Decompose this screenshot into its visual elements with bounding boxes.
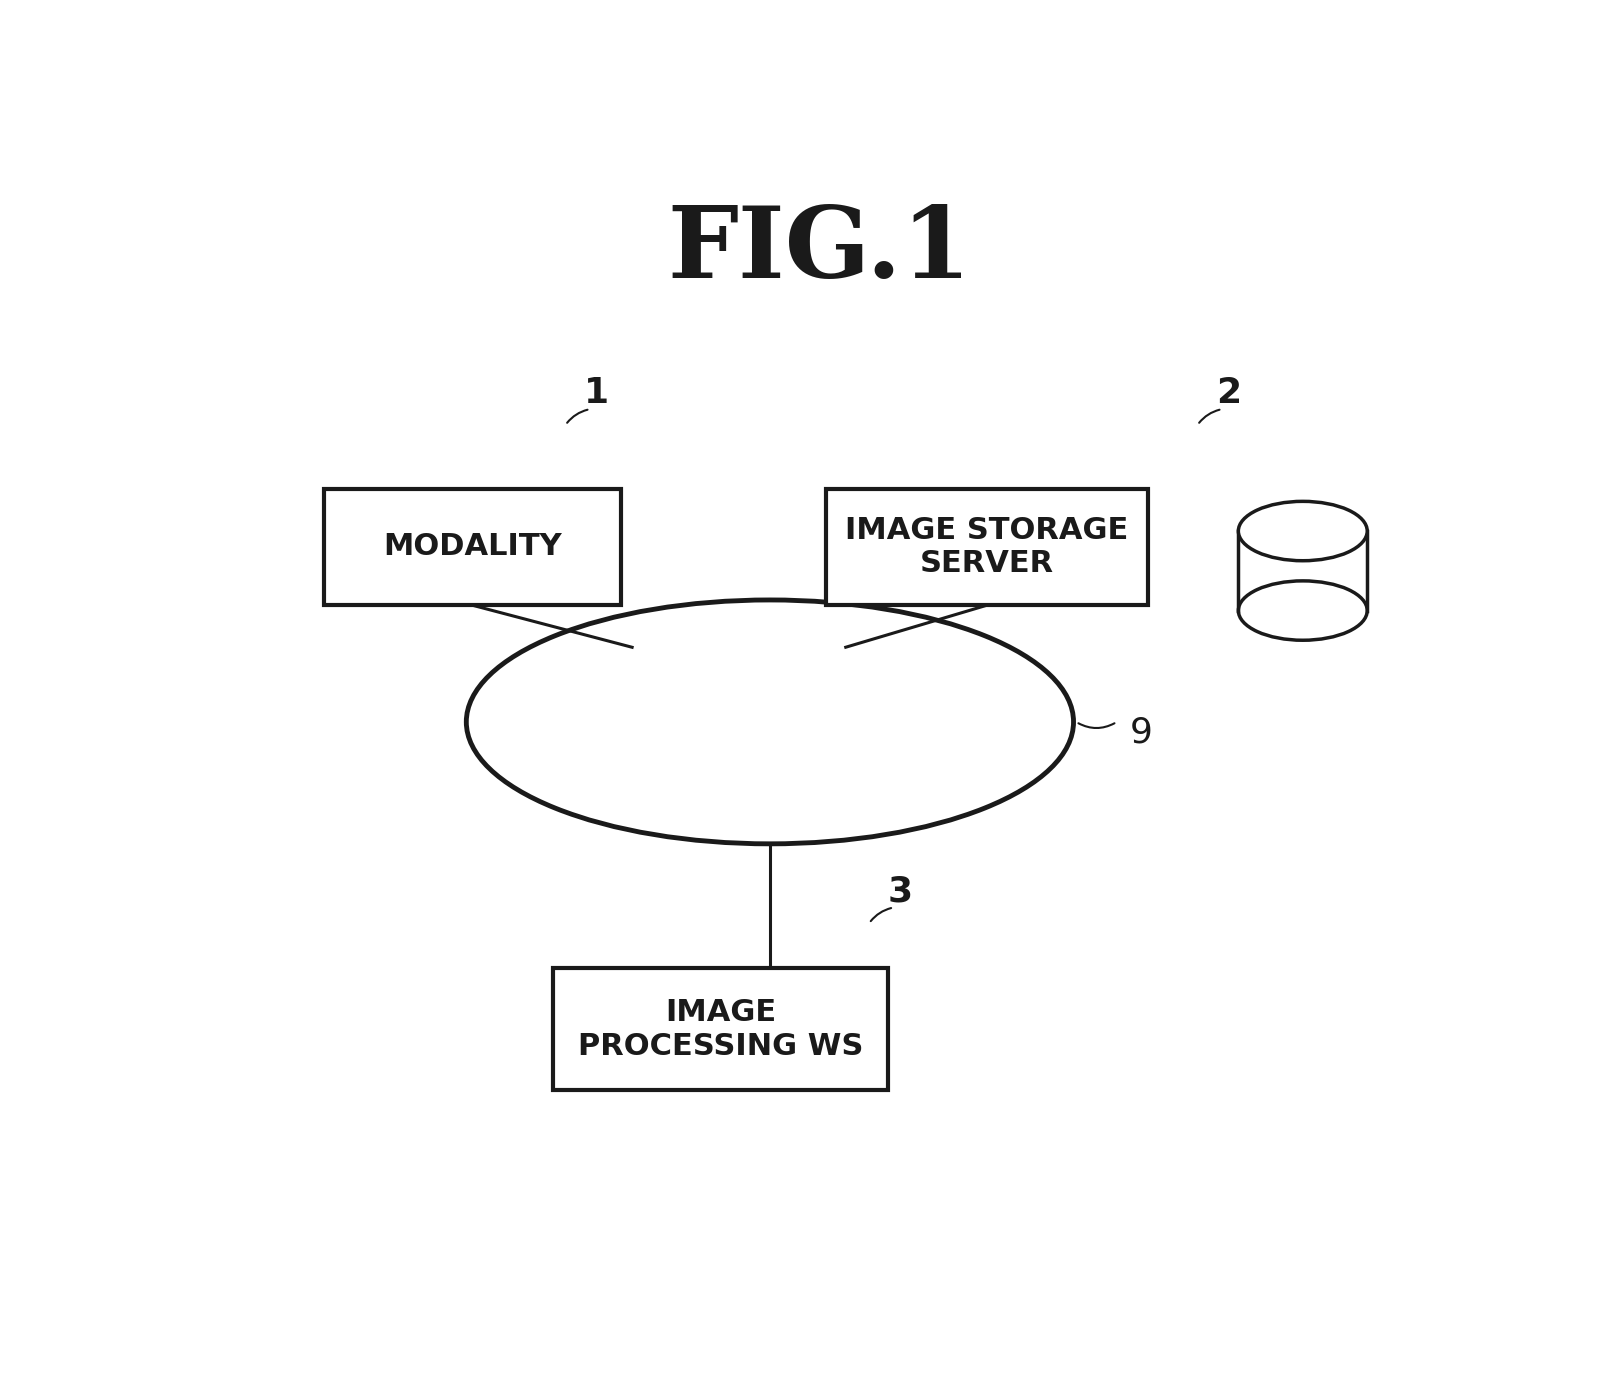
Ellipse shape [1238, 501, 1367, 560]
Text: FIG.1: FIG.1 [667, 201, 972, 299]
Text: IMAGE STORAGE
SERVER: IMAGE STORAGE SERVER [846, 515, 1129, 578]
Text: 2: 2 [1215, 376, 1241, 410]
Text: 1: 1 [584, 376, 609, 410]
FancyBboxPatch shape [553, 968, 887, 1091]
FancyBboxPatch shape [825, 489, 1148, 606]
Text: 3: 3 [887, 874, 913, 909]
Text: 9: 9 [1129, 716, 1153, 749]
Text: MODALITY: MODALITY [384, 533, 561, 562]
Text: IMAGE
PROCESSING WS: IMAGE PROCESSING WS [577, 998, 863, 1060]
FancyBboxPatch shape [323, 489, 620, 606]
